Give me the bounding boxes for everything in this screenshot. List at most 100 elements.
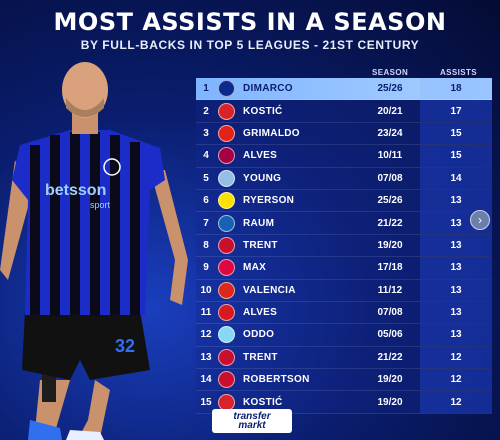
table-row: 12 ODDO 05/06 13 — [196, 324, 492, 347]
rank: 2 — [203, 105, 209, 117]
season: 10/11 — [377, 150, 403, 162]
season: 20/21 — [377, 105, 403, 117]
season: 25/26 — [377, 195, 403, 207]
assists-count: 15 — [420, 122, 492, 145]
assists-count: 13 — [420, 234, 492, 257]
player-name: KOSTIĆ — [243, 105, 283, 117]
season: 21/22 — [377, 217, 403, 229]
assists-table: 1 DIMARCO 25/26 18 2 KOSTIĆ 20/21 17 3 GRIMALDO 23… — [196, 78, 492, 414]
player-name: KOSTIĆ — [243, 396, 283, 408]
club-badge-icon — [218, 326, 235, 344]
player-name: YOUNG — [243, 172, 282, 184]
season: 17/18 — [377, 262, 403, 274]
season: 07/08 — [377, 307, 403, 319]
rank: 6 — [203, 195, 209, 207]
rank: 7 — [203, 217, 209, 229]
club-badge-icon — [218, 214, 235, 232]
table-row: 14 ROBERTSON 19/20 12 — [196, 369, 492, 392]
assists-column-header: ASSISTS — [440, 68, 478, 77]
player-name: VALENCIA — [243, 284, 296, 296]
rank: 5 — [203, 172, 209, 184]
table-row: 13 TRENT 21/22 12 — [196, 346, 492, 370]
table-row: 9 MAX 17/18 13 — [196, 257, 492, 280]
chevron-right-icon[interactable]: › — [470, 210, 490, 230]
table-row: 5 YOUNG 07/08 14 — [196, 167, 492, 190]
season: 23/24 — [377, 127, 403, 139]
rank: 9 — [203, 262, 209, 274]
assists-count: 13 — [420, 189, 492, 212]
season: 11/12 — [377, 284, 403, 296]
table-row: 8 TRENT 19/20 13 — [196, 234, 492, 258]
player-name: RYERSON — [243, 195, 295, 207]
assists-count: 13 — [420, 279, 492, 301]
club-badge-icon — [218, 236, 235, 254]
brand-line1: transfer — [233, 411, 271, 422]
club-badge-icon — [218, 147, 235, 165]
player-name: RAUM — [243, 217, 275, 229]
season: 05/06 — [377, 329, 403, 341]
club-badge-icon — [218, 281, 235, 299]
player-name: ALVES — [243, 307, 278, 319]
shirt-sponsor: betsson — [45, 182, 106, 199]
club-badge-icon — [218, 102, 235, 120]
player-name: ROBERTSON — [243, 374, 310, 386]
player-name: ALVES — [243, 150, 278, 162]
assists-count: 15 — [420, 145, 492, 167]
table-row: 2 KOSTIĆ 20/21 17 — [196, 100, 492, 123]
season: 19/20 — [377, 396, 403, 408]
shirt-sponsor-sub: sport — [90, 200, 111, 210]
table-row: 10 VALENCIA 11/12 13 — [196, 279, 492, 302]
rank: 3 — [203, 127, 209, 139]
table-row: 4 ALVES 10/11 15 — [196, 145, 492, 168]
table-row: 1 DIMARCO 25/26 18 — [196, 78, 492, 101]
transfermarkt-logo: transfer markt — [212, 409, 292, 433]
assists-count: 14 — [420, 167, 492, 189]
club-badge-icon — [218, 169, 235, 187]
page-subtitle: BY FULL-BACKS IN TOP 5 LEAGUES - 21ST CE… — [80, 38, 420, 52]
assists-count: 12 — [420, 391, 492, 413]
season: 07/08 — [377, 172, 403, 184]
table-row: 7 RAUM 21/22 13 — [196, 212, 492, 235]
page-title: MOST ASSISTS IN A SEASON — [53, 8, 447, 36]
club-badge-icon — [218, 304, 235, 322]
club-badge-icon — [218, 371, 235, 389]
season: 19/20 — [377, 239, 403, 251]
assists-count: 13 — [420, 257, 492, 279]
season: 21/22 — [377, 351, 403, 363]
rank: 10 — [200, 284, 212, 296]
season: 19/20 — [377, 374, 403, 386]
brand-line2: markt — [238, 420, 266, 431]
rank: 4 — [203, 150, 209, 162]
assists-count: 18 — [420, 78, 492, 100]
player-name: TRENT — [243, 351, 278, 363]
rank: 1 — [203, 83, 209, 95]
shorts-number: 32 — [115, 336, 135, 356]
club-badge-icon — [218, 348, 235, 366]
rank: 15 — [200, 396, 212, 408]
table-row: 6 RYERSON 25/26 13 — [196, 189, 492, 213]
table-row: 15 KOSTIĆ 19/20 12 — [196, 391, 492, 414]
rank: 11 — [200, 307, 212, 319]
player-photo: 32 betsson sport — [0, 62, 188, 440]
rank: 8 — [203, 239, 209, 251]
rank: 14 — [200, 374, 212, 386]
rank: 13 — [200, 351, 212, 363]
rank: 12 — [200, 329, 212, 341]
assists-count: 17 — [420, 100, 492, 122]
assists-count: 12 — [420, 346, 492, 369]
assists-count: 12 — [420, 369, 492, 391]
player-name: DIMARCO — [243, 83, 293, 95]
player-name: TRENT — [243, 239, 278, 251]
club-badge-icon — [218, 80, 235, 98]
club-badge-icon — [218, 259, 235, 277]
assists-count: 13 — [420, 324, 492, 346]
table-row: 3 GRIMALDO 23/24 15 — [196, 122, 492, 146]
assists-count: 13 — [420, 301, 492, 324]
player-name: MAX — [243, 262, 267, 274]
player-name: GRIMALDO — [243, 127, 300, 139]
season-column-header: SEASON — [372, 68, 409, 77]
table-row: 11 ALVES 07/08 13 — [196, 301, 492, 325]
season: 25/26 — [377, 83, 403, 95]
club-badge-icon — [218, 192, 235, 210]
player-name: ODDO — [243, 329, 275, 341]
